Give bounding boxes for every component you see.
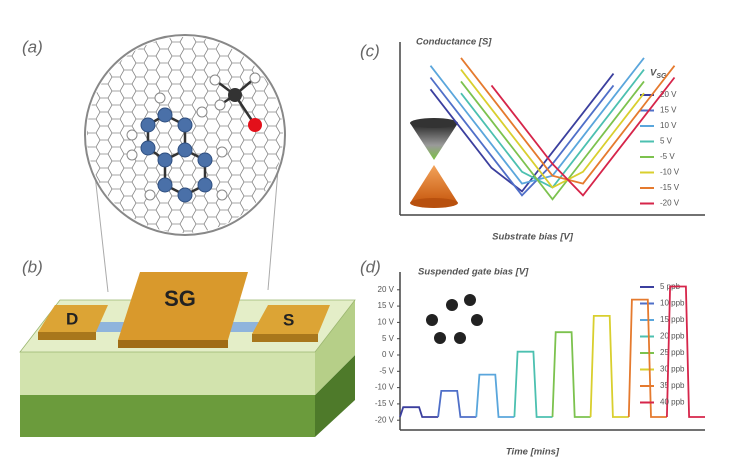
series-line [551,331,591,418]
y-tick-label: -15 V [375,399,395,408]
series-line [666,285,705,418]
panel-label: (d) [360,257,381,276]
legend-label: 5 V [660,137,673,146]
series-line [399,406,439,418]
legend-label: 15 ppb [660,315,685,324]
series-line [460,69,645,189]
legend-label: 40 ppb [660,398,685,407]
drain-label: D [66,309,78,328]
series-line [460,80,645,201]
legend-label: 30 ppb [660,365,685,374]
legend-label: -5 V [660,152,675,161]
legend-label: 10 V [660,121,677,130]
series-line [437,390,477,418]
series-line [627,298,667,418]
chart-title: Suspended gate bias [V] [418,267,529,278]
series-line [429,76,615,197]
chart-title: Conductance [S] [416,37,492,48]
legend-label: -20 V [660,199,680,208]
series-line [429,73,615,193]
device: D SG S [19,272,356,437]
series-line [475,373,515,418]
y-tick-label: -20 V [375,415,395,424]
legend-label: 35 ppb [660,381,685,390]
graphene-lens [84,34,286,293]
y-tick-label: 10 V [378,318,395,327]
x-axis-label: Time [mins] [506,447,560,458]
y-tick-label: 15 V [378,301,395,310]
y-tick-label: -10 V [375,383,395,392]
legend-title-sub: SG [656,73,667,80]
panel-label: (c) [360,41,380,60]
panel-label: (b) [22,257,43,276]
legend-label: 10 ppb [660,299,685,308]
panel-label: (a) [22,37,43,56]
y-tick-label: 0 V [382,350,395,359]
source-label: S [283,310,294,329]
legend-label: -15 V [660,183,680,192]
series-line [460,57,676,185]
molecules [426,294,483,344]
gate-label: SG [164,286,196,311]
series-line [513,350,553,418]
legend-label: 25 ppb [660,348,685,357]
series-line [589,315,629,418]
y-tick-label: -5 V [379,366,394,375]
y-tick-label: 20 V [378,285,395,294]
y-tick-label: 5 V [382,334,395,343]
legend-label: 20 V [660,90,677,99]
legend-label: 15 V [660,106,677,115]
legend-label: -10 V [660,168,680,177]
dirac-cone [410,118,458,208]
legend-label: 20 ppb [660,332,685,341]
x-axis-label: Substrate bias [V] [492,232,574,243]
series-line [490,76,676,197]
